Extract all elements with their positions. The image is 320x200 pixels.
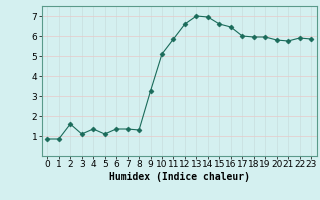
X-axis label: Humidex (Indice chaleur): Humidex (Indice chaleur) <box>109 172 250 182</box>
